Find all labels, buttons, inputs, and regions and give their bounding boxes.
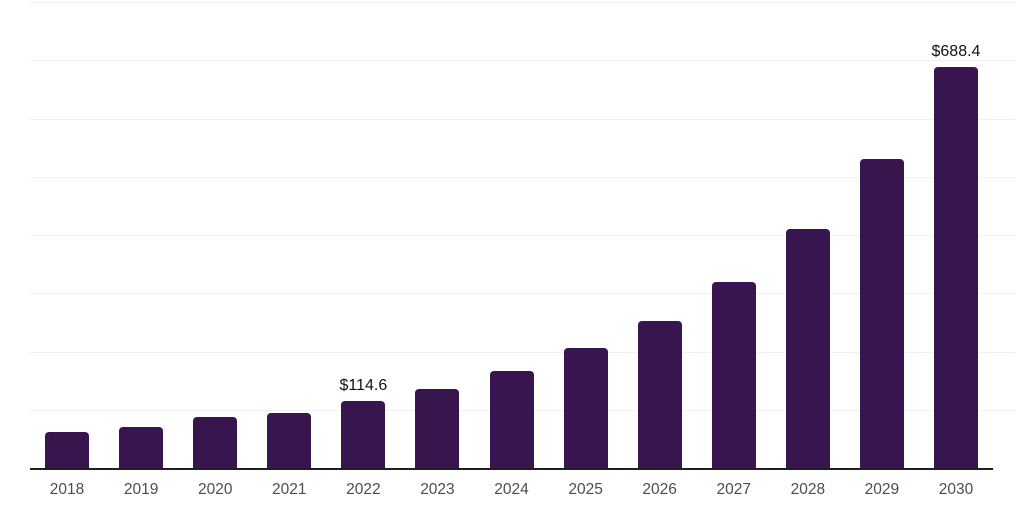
x-tick-label-2028: 2028 — [790, 481, 826, 498]
bar-slot — [104, 2, 178, 468]
bar-2030: $688.4 — [932, 43, 980, 468]
bar-2021 — [267, 412, 312, 468]
bar-slot — [400, 2, 474, 468]
bar-2019 — [119, 426, 164, 468]
bar-2027 — [711, 281, 756, 468]
x-tick-label-2023: 2023 — [420, 481, 455, 498]
bar-2024 — [489, 371, 534, 468]
bar-2022: $114.6 — [339, 377, 387, 468]
bar-slot — [252, 2, 326, 468]
x-tick-label-2018: 2018 — [49, 481, 85, 498]
bar-2026 — [637, 320, 682, 468]
x-tick-label-2025: 2025 — [568, 481, 603, 498]
bar-slot — [845, 2, 919, 468]
bar-2025 — [563, 348, 608, 468]
bar-slot: $688.4 — [919, 2, 993, 468]
bar-2029 — [859, 159, 904, 468]
x-tick-label-2026: 2026 — [642, 481, 677, 498]
bars-layer: $114.6 $688.4 — [30, 2, 993, 468]
bar-slot — [549, 2, 623, 468]
bar-2023 — [415, 389, 460, 468]
bar-slot — [771, 2, 845, 468]
bar-2028 — [785, 229, 830, 468]
bar-slot — [30, 2, 104, 468]
x-tick-label-2019: 2019 — [123, 481, 159, 498]
x-axis-tick-labels: 2018 2019 2020 2021 2022 2023 2024 2025 2026 2027… — [30, 481, 993, 499]
x-tick-label-2024: 2024 — [494, 481, 529, 498]
x-tick-label-2020: 2020 — [197, 481, 233, 498]
x-tick-label-2027: 2027 — [716, 481, 751, 498]
value-label-2022: $114.6 — [339, 377, 388, 395]
x-axis-line — [30, 468, 993, 470]
x-tick-label-2022: 2022 — [346, 481, 381, 498]
x-tick-label-2021: 2021 — [272, 481, 307, 498]
bar-slot — [178, 2, 252, 468]
bar-slot — [474, 2, 548, 468]
x-tick-label-2029: 2029 — [864, 481, 900, 498]
x-tick-label-2030: 2030 — [938, 481, 974, 498]
bar-slot: $114.6 — [326, 2, 400, 468]
bar-2018 — [45, 431, 90, 468]
value-label-2030: $688.4 — [931, 43, 981, 61]
bar-slot — [623, 2, 697, 468]
bar-2020 — [193, 416, 238, 468]
bar-slot — [697, 2, 771, 468]
